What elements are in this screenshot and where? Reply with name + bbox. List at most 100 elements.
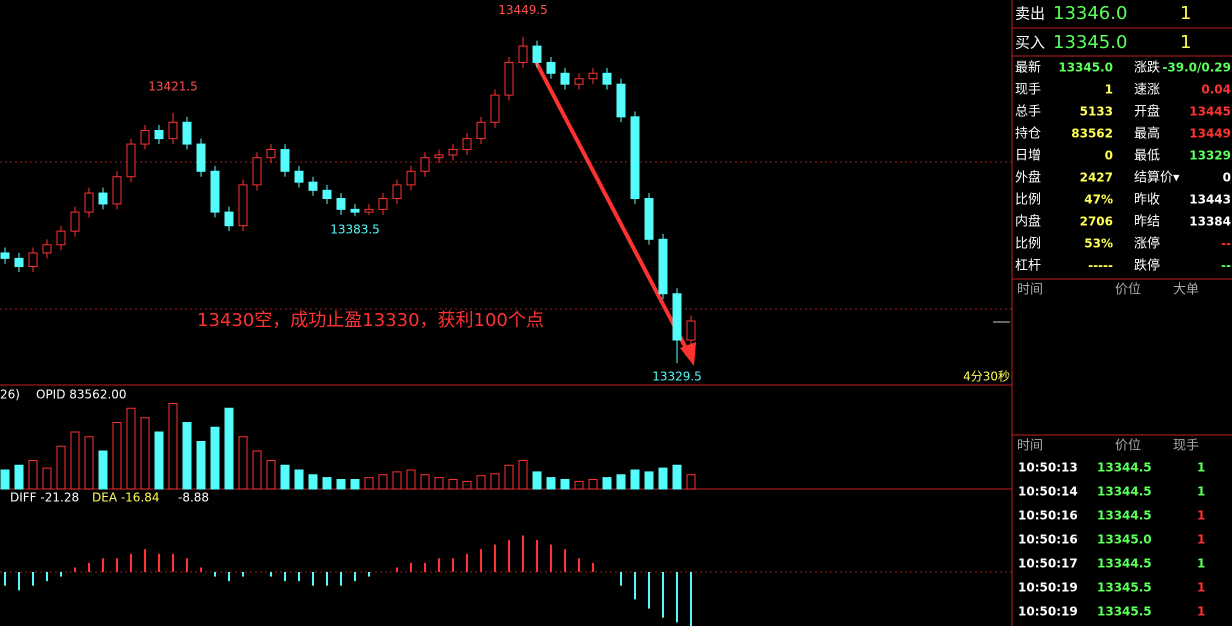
quote-value: 1 [1105,83,1113,97]
volume-legend: 26) [0,388,20,402]
quote-label: 结算价▾ [1134,171,1180,186]
bid-label: 买入 [1015,34,1045,52]
opid-label: OPID 83562.00 [36,388,127,402]
quote-value: 13449 [1189,127,1231,141]
quote-label: 涨停 [1134,236,1160,252]
candle-body [602,72,612,85]
candle-body [546,61,556,74]
quote-label: 最高 [1134,126,1160,142]
quote-value: 2706 [1080,215,1113,229]
volume-bar [56,445,66,490]
volume-bar [392,471,402,490]
volume-bar [658,467,668,490]
candle-body [70,211,80,232]
quote-value: -- [1221,259,1231,273]
big-order-header: 时间 [1017,283,1043,298]
diff-label: DIFF -21.28 [10,491,79,505]
volume-bar [126,407,136,490]
quote-value: 13443 [1189,193,1231,207]
tick-price: 13344.5 [1097,461,1152,475]
trend-arrow [533,59,690,353]
tick-qty: 1 [1197,461,1205,475]
timer: 4分30秒 [963,370,1010,384]
volume-bar [420,474,430,490]
candle-body [630,116,640,199]
candle-body [196,143,206,172]
candle-body [462,138,472,151]
quote-value: 2427 [1080,171,1113,185]
volume-bar [476,475,486,490]
candle-body [0,252,10,259]
tick-price: 13345.0 [1097,533,1152,547]
annotation: 13430空，成功止盈13330，获利100个点 [197,310,544,331]
quote-value: 47% [1084,193,1113,207]
tick-time: 10:50:17 [1018,557,1078,571]
ask-label: 卖出 [1015,5,1045,23]
volume-bar [504,464,514,490]
candle-body [392,184,402,199]
quote-value: 0 [1105,149,1113,163]
tick-price: 13344.5 [1097,509,1152,523]
volume-bar [574,480,584,490]
quote-value: 13445 [1189,105,1231,119]
candle-body [364,208,374,213]
volume-bar [98,450,108,490]
macd-label: -8.88 [178,491,209,505]
tick-time: 10:50:16 [1018,509,1078,523]
volume-bar [532,471,542,490]
volume-bar [518,460,528,490]
candle-body [686,320,696,341]
quote-value: 83562 [1071,127,1113,141]
volume-bar [0,469,10,490]
tick-price: 13345.5 [1097,581,1152,595]
tick-qty: 1 [1197,581,1205,595]
big-order-header: 价位 [1115,283,1141,298]
high-label: 13421.5 [148,79,198,93]
quote-label: 昨收 [1134,193,1160,208]
candle-body [182,121,192,145]
quote-label: 持仓 [1015,127,1041,142]
candle-body [266,149,276,159]
volume-bar [308,474,318,490]
volume-bar [280,464,290,490]
volume-bar [28,460,38,490]
volume-bar [154,431,164,490]
volume-bar [182,422,192,490]
candle-body [112,176,122,205]
volume-bar [84,436,94,490]
tick-header: 现手 [1173,439,1199,454]
volume-bar [350,479,360,490]
volume-bar [546,477,556,490]
quote-label: 外盘 [1015,170,1041,186]
volume-bar [686,474,696,490]
quote-label: 杠杆 [1015,258,1041,274]
tick-time: 10:50:14 [1018,485,1078,499]
candle-body [476,121,486,140]
candle-body [14,257,24,268]
volume-bar [266,460,276,490]
quote-label: 涨跌 [1134,60,1160,76]
volume-bar [252,450,262,490]
candle-body [336,198,346,210]
volume-bar [602,477,612,490]
tick-header: 价位 [1115,439,1141,454]
quote-label: 总手 [1015,105,1041,120]
candle-body [210,170,220,213]
candle-body [420,157,430,172]
volume-bar [406,469,416,490]
big-order-header: 大单 [1173,283,1199,298]
volume-bar [294,469,304,490]
candle-body [126,143,136,178]
candle-body [504,61,514,96]
volume-bar [70,431,80,490]
tick-qty: 1 [1197,533,1205,547]
candle-body [252,157,262,186]
dea-label: DEA -16.84 [92,491,160,505]
candle-body [224,211,234,227]
candle-body [532,45,542,63]
quote-label: 速涨 [1134,83,1160,98]
tick-qty: 1 [1197,605,1205,619]
quote-value: ----- [1088,259,1113,273]
candle-body [140,129,150,145]
